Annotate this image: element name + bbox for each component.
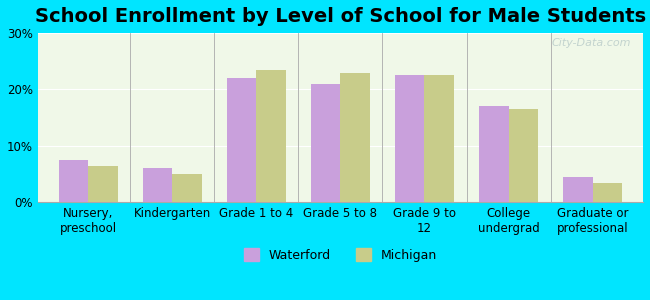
Bar (341, 73, 370, 202)
Bar (395, 75, 424, 202)
Bar (593, 182, 622, 202)
Bar (256, 70, 286, 202)
Legend: Waterford, Michigan: Waterford, Michigan (239, 244, 442, 267)
Bar (172, 174, 202, 202)
Text: City-Data.com: City-Data.com (551, 38, 631, 48)
Bar (227, 78, 256, 202)
Bar (508, 109, 538, 202)
Bar (88, 166, 118, 202)
Bar (424, 75, 454, 202)
Bar (479, 106, 508, 202)
Bar (311, 84, 341, 202)
Bar (58, 160, 88, 202)
Bar (563, 177, 593, 202)
Bar (143, 168, 172, 202)
Title: School Enrollment by Level of School for Male Students: School Enrollment by Level of School for… (35, 7, 646, 26)
